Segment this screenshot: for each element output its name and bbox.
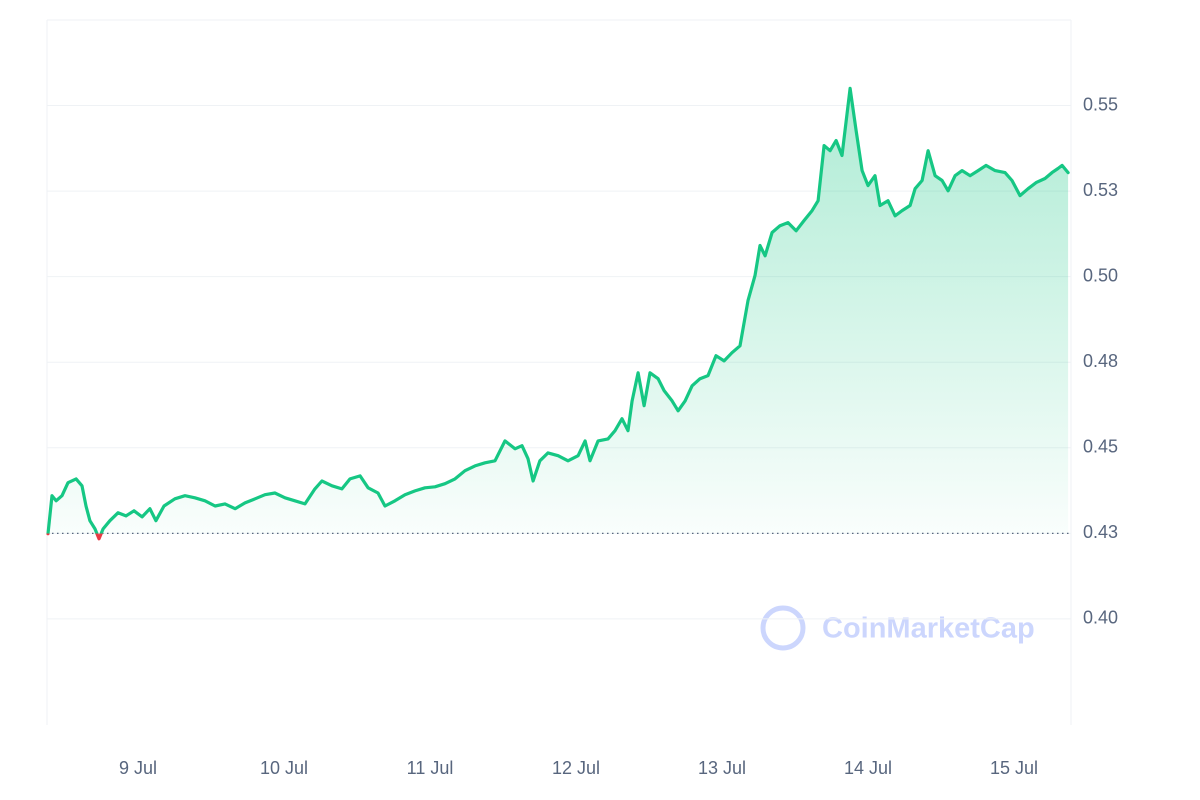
y-tick-label: 0.43: [1083, 522, 1118, 542]
y-tick-label: 0.45: [1083, 437, 1118, 457]
y-tick-label: 0.53: [1083, 180, 1118, 200]
x-tick-label: 13 Jul: [698, 758, 746, 778]
x-tick-label: 12 Jul: [552, 758, 600, 778]
x-tick-label: 9 Jul: [119, 758, 157, 778]
y-tick-label: 0.48: [1083, 351, 1118, 371]
watermark-logo: [760, 605, 806, 651]
watermark-group: CoinMarketCap: [760, 605, 1035, 651]
x-tick-label: 11 Jul: [407, 758, 454, 778]
y-tick-label: 0.40: [1083, 608, 1118, 628]
y-tick-label: 0.55: [1083, 94, 1118, 114]
y-tick-label: 0.50: [1083, 265, 1118, 285]
x-tick-label: 15 Jul: [990, 758, 1038, 778]
area: [48, 88, 1069, 539]
x-tick-label: 10 Jul: [260, 758, 308, 778]
watermark: CoinMarketCap: [822, 613, 1035, 645]
x-tick-label: 14 Jul: [844, 758, 892, 778]
price-line: [46, 86, 1070, 541]
